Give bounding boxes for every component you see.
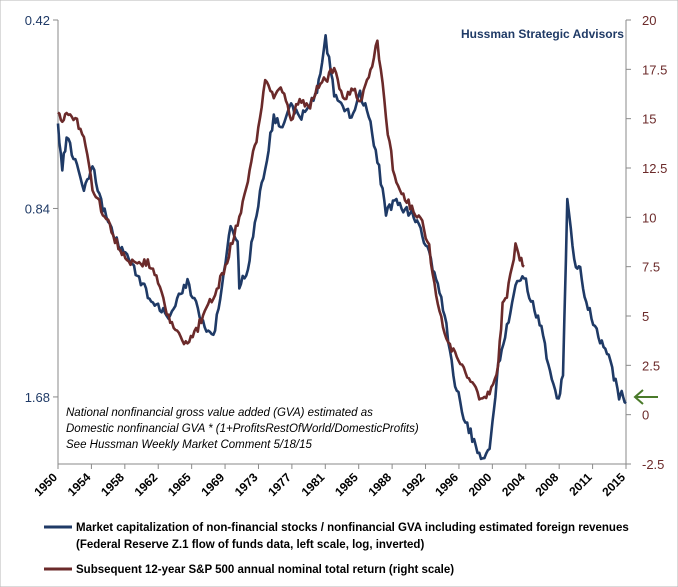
right-tick-label: 15 [642, 112, 656, 127]
series-layer [56, 34, 627, 461]
series-line-return [57, 39, 525, 401]
left-tick-label: 1.68 [25, 390, 50, 405]
source-label: Hussman Strategic Advisors [461, 27, 624, 41]
right-tick-label: 5 [642, 309, 649, 324]
legend-label-return: Subsequent 12-year S&P 500 annual nomina… [76, 564, 454, 576]
right-tick-label: 12.5 [642, 161, 667, 176]
series-line-market-cap [56, 34, 627, 461]
note-line-2: Domestic nonfinancial GVA * (1+ProfitsRe… [66, 423, 419, 435]
right-tick-label: 20 [642, 13, 656, 28]
right-tick-label: 2.5 [642, 358, 660, 373]
right-tick-label: 10 [642, 210, 656, 225]
left-tick-label: 0.84 [25, 201, 50, 216]
legend: Market capitalization of non-financial s… [44, 522, 629, 576]
right-tick-label: 7.5 [642, 260, 660, 275]
right-tick-label: 17.5 [642, 62, 667, 77]
current-value-arrow [633, 389, 658, 405]
right-tick-label: -2.5 [642, 457, 664, 472]
axes-layer [57, 20, 627, 465]
note-line-3: See Hussman Weekly Market Comment 5/18/1… [66, 439, 312, 451]
legend-label-market-cap-line-1: Market capitalization of non-financial s… [76, 522, 629, 534]
note-line-1: National nonfinancial gross value added … [66, 407, 373, 419]
legend-label-market-cap-line-2: (Federal Reserve Z.1 flow of funds data,… [76, 539, 424, 551]
left-tick-label: 0.42 [25, 13, 50, 28]
right-tick-label: 0 [642, 408, 649, 423]
